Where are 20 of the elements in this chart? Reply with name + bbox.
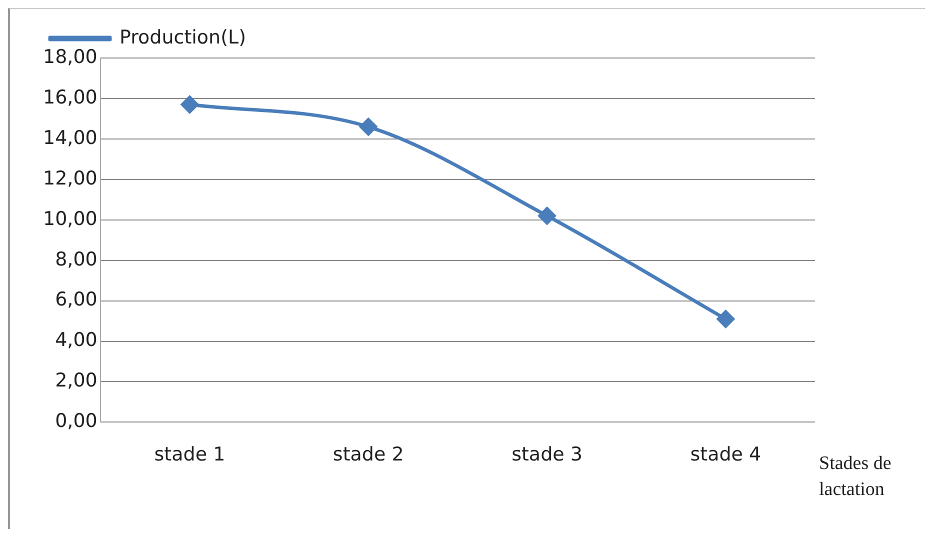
legend-label: Production(L) — [120, 26, 246, 48]
y-tick-label: 6,00 — [55, 288, 98, 311]
y-tick-label: 2,00 — [55, 370, 98, 392]
point — [538, 207, 556, 225]
y-tick-label: 0,00 — [55, 410, 98, 432]
x-tick-label: stade 2 — [332, 444, 404, 466]
y-tick-label: 12,00 — [42, 167, 98, 190]
x-tick-label: stade 4 — [690, 444, 762, 466]
point — [180, 96, 198, 114]
y-tick-label: 10,00 — [42, 208, 98, 230]
y-tick-label: 18,00 — [42, 46, 98, 68]
point — [716, 310, 734, 328]
x-axis-title: Stades de lactation — [819, 453, 892, 500]
y-tick-label: 16,00 — [42, 86, 98, 108]
x-tick-label: stade 3 — [512, 444, 582, 466]
y-tick-label: 14,00 — [42, 126, 98, 149]
point — [360, 118, 378, 136]
y-tick-label: 8,00 — [55, 248, 98, 270]
y-tick-label: 4,00 — [55, 329, 98, 352]
x-tick-label: stade 1 — [154, 444, 226, 466]
